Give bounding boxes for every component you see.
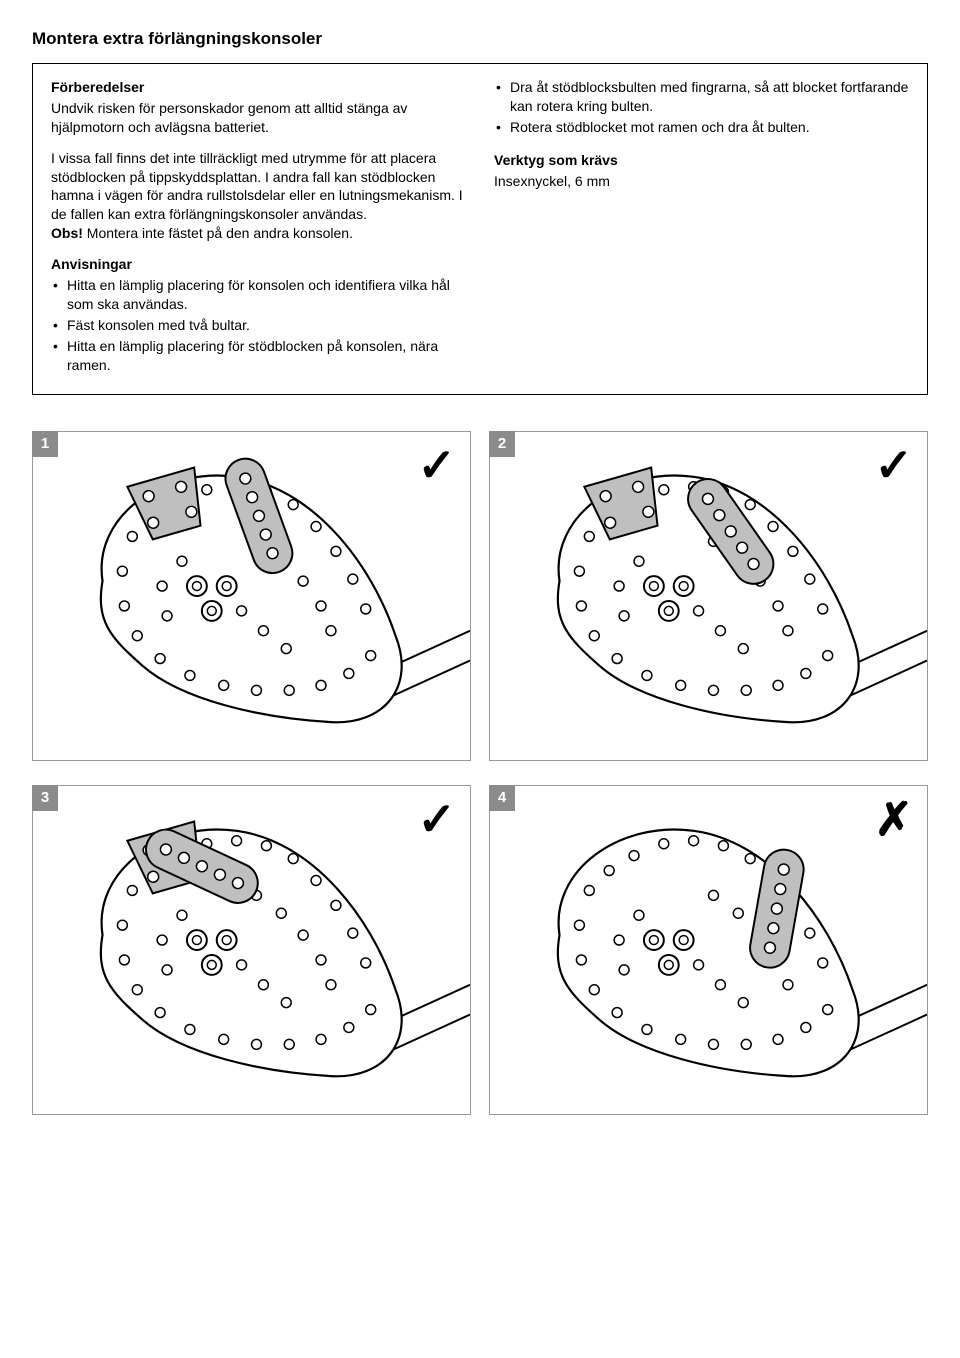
instr-item: Hitta en lämplig placering för stödblock… [51,337,466,375]
diagram-grid: 1✓2✓3✓4✗ [32,431,928,1115]
instr-heading: Anvisningar [51,255,466,274]
obs-text-content: Montera inte fästet på den andra konsole… [87,225,353,241]
text-box: Förberedelser Undvik risken för personsk… [32,63,928,395]
instr-item: Fäst konsolen med två bultar. [51,316,466,335]
left-column: Förberedelser Undvik risken för personsk… [51,78,466,376]
body-text: I vissa fall finns det inte tillräckligt… [51,150,463,223]
prep-block: Förberedelser Undvik risken för personsk… [51,78,466,137]
instr-list: Hitta en lämplig placering för konsolen … [51,276,466,374]
tools-text: Insexnyckel, 6 mm [494,172,909,191]
instr-item: Hitta en lämplig placering för konsolen … [51,276,466,314]
right-bullet: Rotera stödblocket mot ramen och dra åt … [494,118,909,137]
right-column: Dra åt stödblocksbulten med fingrarna, s… [494,78,909,376]
right-bullets: Dra åt stödblocksbulten med fingrarna, s… [494,78,909,137]
right-bullet: Dra åt stödblocksbulten med fingrarna, s… [494,78,909,116]
page-title: Montera extra förlängningskonsoler [32,28,928,51]
diagram-panel: 1✓ [32,431,471,761]
tools-heading: Verktyg som krävs [494,151,909,170]
body-para: I vissa fall finns det inte tillräckligt… [51,149,466,243]
prep-text: Undvik risken för personskador genom att… [51,99,466,137]
instructions-block: Anvisningar Hitta en lämplig placering f… [51,255,466,374]
obs-label: Obs! [51,225,83,241]
diagram-panel: 3✓ [32,785,471,1115]
diagram-panel: 2✓ [489,431,928,761]
diagram-panel: 4✗ [489,785,928,1115]
prep-heading: Förberedelser [51,78,466,97]
